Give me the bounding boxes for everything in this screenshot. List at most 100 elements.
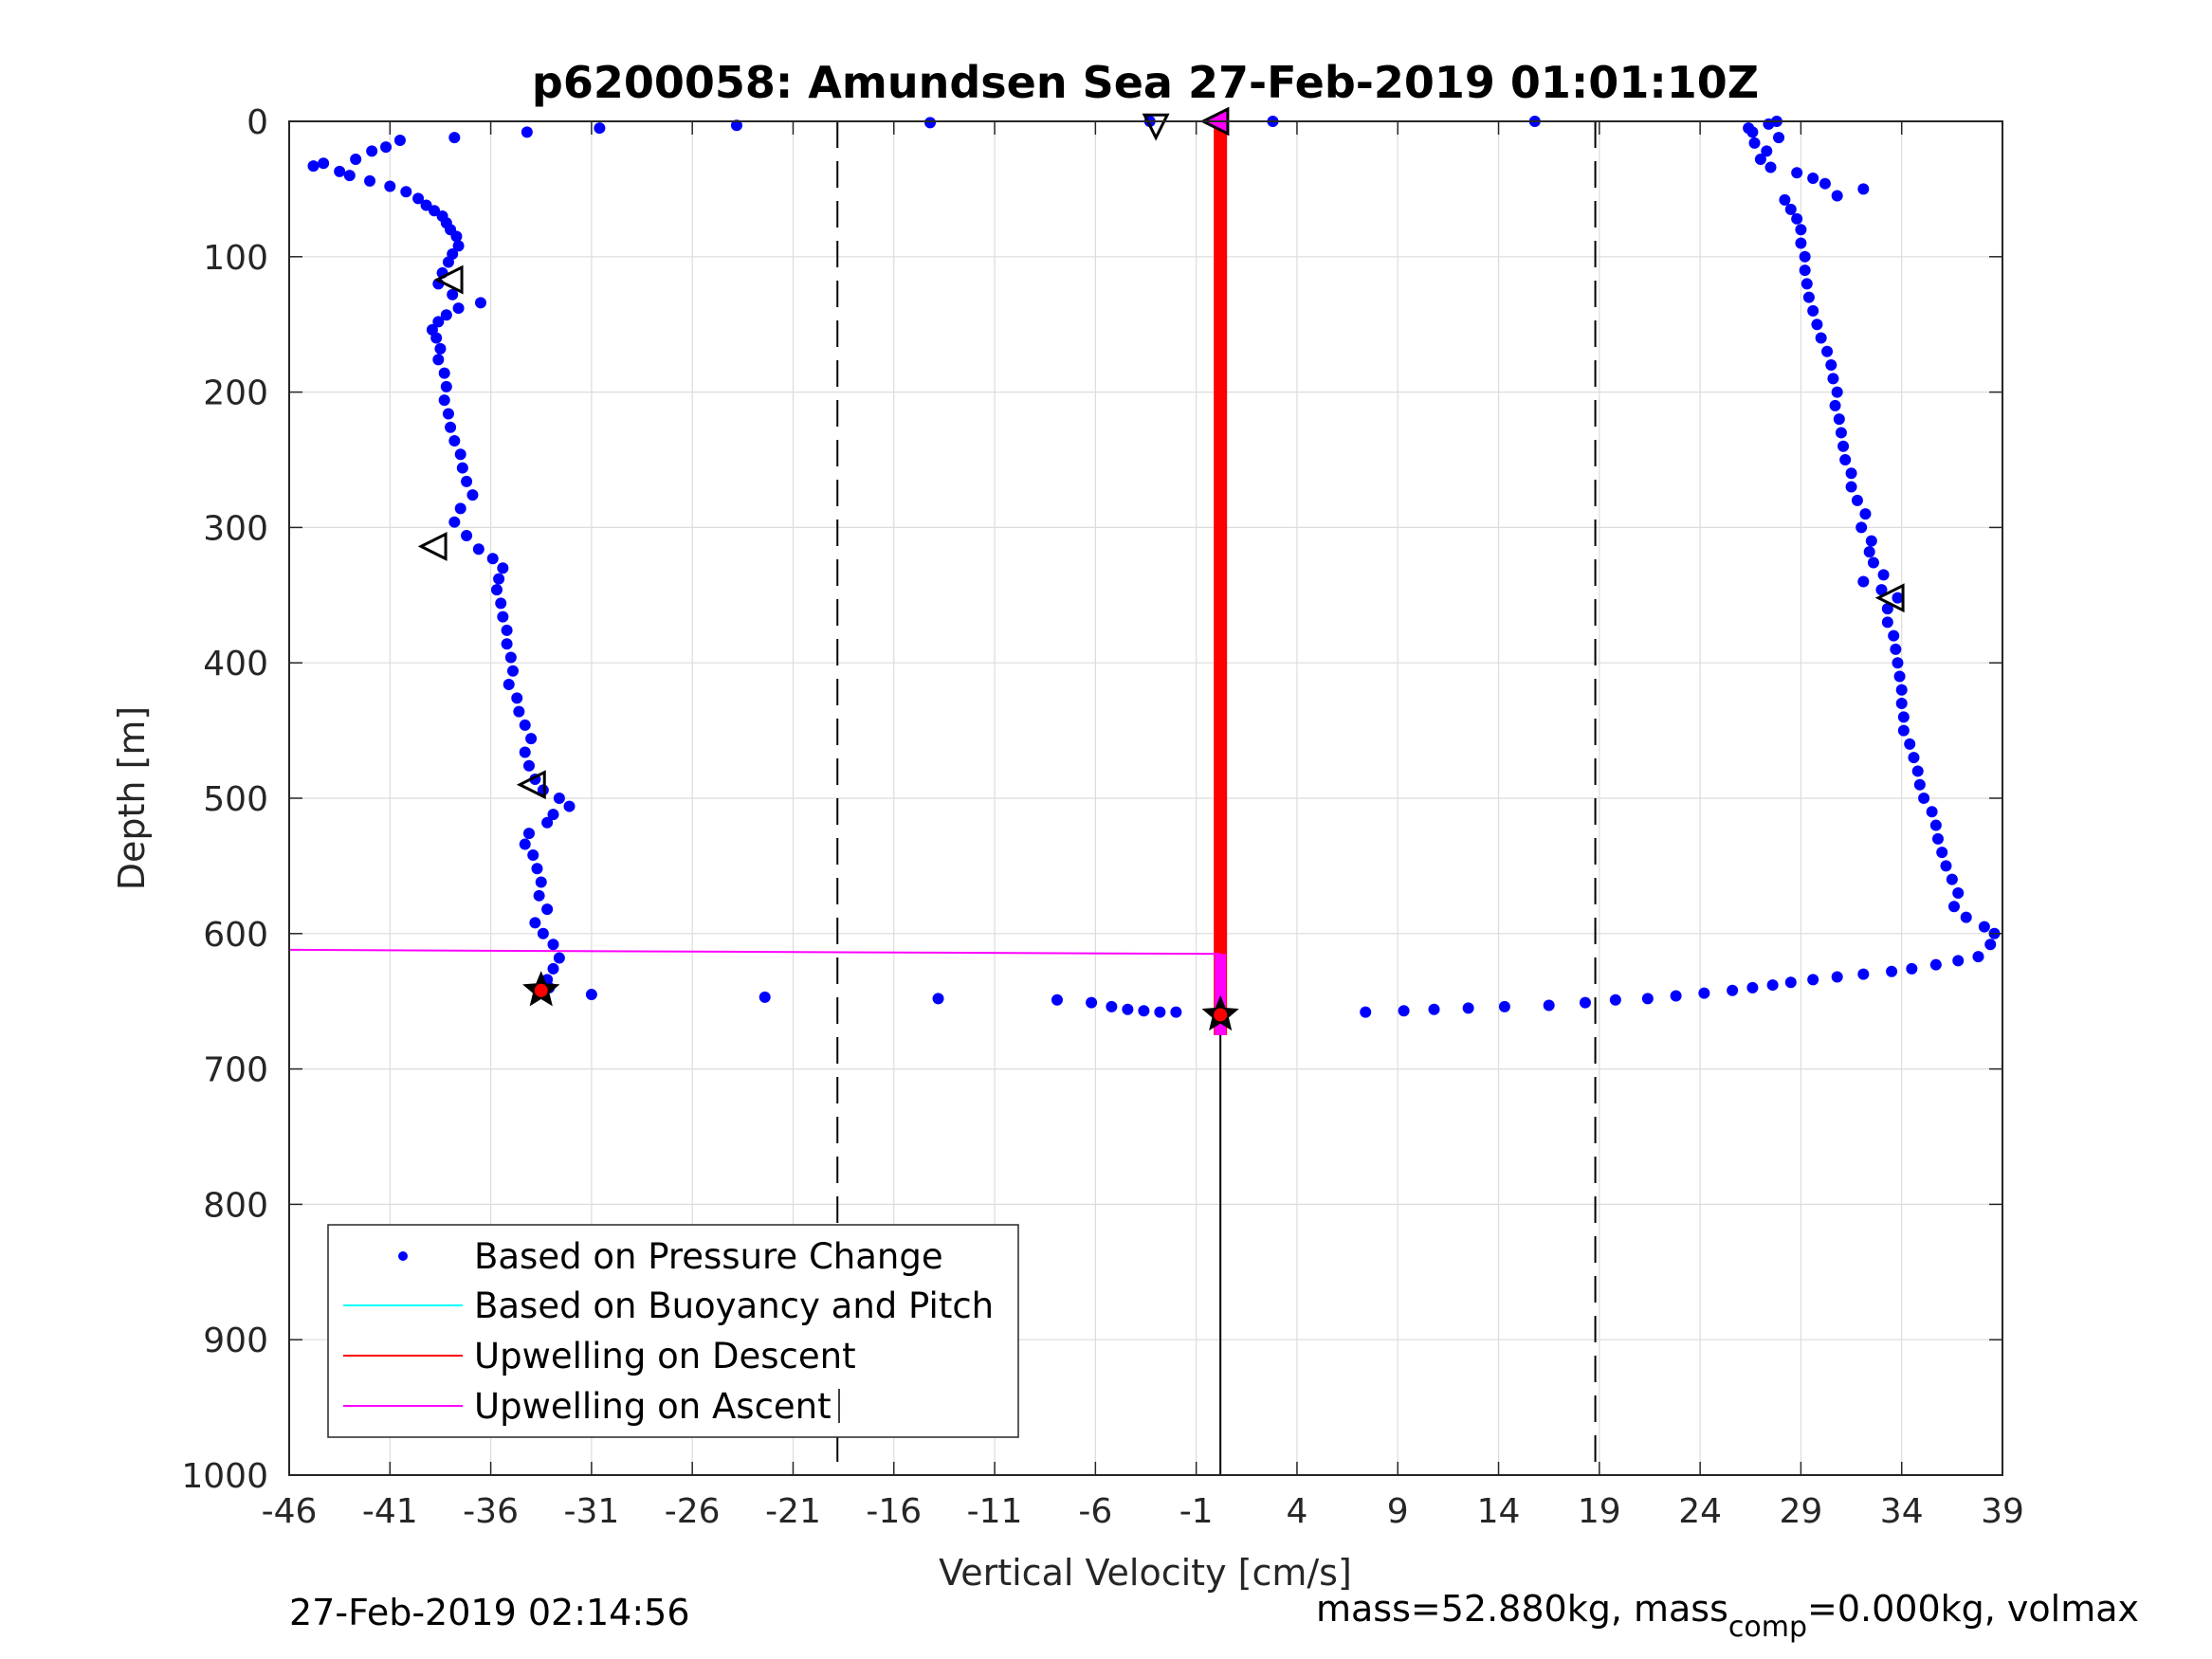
pressure-dot <box>1906 962 1918 975</box>
y-tick-label: 400 <box>203 645 268 684</box>
pressure-dot <box>537 927 549 939</box>
pressure-dot <box>472 543 484 556</box>
x-tick-label: 9 <box>1387 1492 1409 1531</box>
pressure-dot <box>535 876 547 888</box>
pressure-dot <box>519 719 531 731</box>
pressure-dot <box>350 153 362 165</box>
x-tick-label: 19 <box>1578 1492 1621 1531</box>
y-tick-label: 500 <box>203 780 268 819</box>
pressure-dot <box>1743 122 1755 135</box>
pressure-dot <box>525 733 538 745</box>
pressure-dot <box>1811 319 1823 331</box>
pressure-dot <box>553 793 565 804</box>
pressure-dot <box>1929 819 1942 831</box>
pressure-dot <box>400 186 412 198</box>
pressure-dot <box>448 516 461 528</box>
y-tick-label: 200 <box>203 374 268 413</box>
pressure-dot <box>448 132 461 144</box>
pressure-dot <box>1886 965 1898 977</box>
pressure-dot <box>1857 575 1870 588</box>
pressure-dot <box>1498 1000 1510 1012</box>
pressure-dot <box>519 838 531 850</box>
y-tick-label: 800 <box>203 1186 268 1225</box>
legend-box <box>327 1224 1019 1438</box>
pressure-dot <box>527 848 539 861</box>
y-axis-label: Depth [m] <box>111 706 153 891</box>
pressure-dot <box>440 309 452 321</box>
x-tick-label: -36 <box>463 1492 519 1531</box>
pressure-dot <box>1138 1005 1150 1017</box>
pressure-dot <box>1892 657 1904 669</box>
pressure-dot <box>563 800 576 812</box>
x-tick-label: 34 <box>1880 1492 1924 1531</box>
y-tick-label: 0 <box>247 103 268 142</box>
pressure-dot <box>513 705 525 718</box>
x-tick-label: 39 <box>1981 1492 2024 1531</box>
pressure-dot <box>1829 399 1841 411</box>
legend: Based on Pressure Change Based on Buoyan… <box>327 1224 1019 1438</box>
pressure-dot <box>1051 994 1063 1006</box>
pressure-dot <box>1893 670 1906 683</box>
pressure-dot <box>1641 993 1654 1005</box>
pressure-dot <box>547 939 559 951</box>
pressure-dot <box>1831 386 1843 398</box>
triangle-marker <box>516 770 546 800</box>
pressure-dot <box>454 502 466 515</box>
pressure-dot <box>384 180 396 192</box>
pressure-dot <box>1579 996 1591 1009</box>
pressure-dot <box>1807 304 1819 317</box>
pressure-dot <box>438 367 450 379</box>
triangle-marker <box>433 264 464 295</box>
pressure-dot <box>1802 291 1815 303</box>
pressure-dot <box>334 165 346 177</box>
pressure-dot <box>442 256 454 268</box>
pressure-dot <box>440 380 452 392</box>
legend-label-pressure: Based on Pressure Change <box>474 1236 943 1277</box>
pressure-dot <box>1845 481 1857 493</box>
x-tick-label: -11 <box>967 1492 1023 1531</box>
pressure-dot <box>1428 1003 1440 1015</box>
pressure-dot <box>343 170 356 182</box>
pressure-dot <box>759 991 771 1003</box>
x-tick-label: -41 <box>362 1492 418 1531</box>
pressure-dot <box>466 489 479 501</box>
pressure-dot <box>1779 193 1791 206</box>
pressure-dot <box>1859 508 1872 520</box>
pressure-dot <box>1170 1006 1182 1018</box>
pressure-dot <box>1918 793 1930 804</box>
pressure-dot <box>1670 990 1682 1002</box>
legend-label-ascent: Upwelling on Ascent <box>474 1386 832 1427</box>
pressure-dot <box>497 611 509 623</box>
pressure-dot <box>474 297 486 309</box>
pressure-dot <box>1821 345 1834 357</box>
pressure-dot <box>1875 584 1888 596</box>
pressure-dot <box>1360 1006 1372 1018</box>
pressure-dot <box>522 759 535 772</box>
pressure-dot <box>1837 440 1850 452</box>
pressure-dot <box>553 952 565 964</box>
pressure-dot <box>1106 1000 1118 1012</box>
footer-mass-info: mass=52.880kg, masscomp=0.000kg, volmax <box>1316 1588 2139 1644</box>
pressure-dot <box>1609 994 1621 1006</box>
pressure-dot <box>1897 724 1910 737</box>
pressure-dot <box>434 342 447 355</box>
pressure-dot <box>594 122 606 135</box>
x-tick-label: 4 <box>1286 1492 1307 1531</box>
footer-mass-main: mass=52.880kg, mass <box>1316 1588 1728 1630</box>
x-tick-label: -21 <box>765 1492 821 1531</box>
pressure-dot <box>1940 860 1952 872</box>
pressure-dot <box>1827 373 1839 385</box>
pressure-dot <box>521 126 533 138</box>
pressure-dot <box>497 562 509 574</box>
pressure-dot <box>1857 183 1870 195</box>
pressure-dot <box>412 192 425 205</box>
pressure-dot <box>1857 968 1870 980</box>
x-tick-label: -16 <box>866 1492 922 1531</box>
pressure-dot <box>1086 996 1098 1009</box>
star-marker-center <box>534 983 548 997</box>
chart-title: p6200058: Amundsen Sea 27-Feb-2019 01:01… <box>532 57 1759 108</box>
pressure-dot <box>1807 974 1819 986</box>
pressure-dot <box>522 828 535 840</box>
pressure-dot <box>445 421 457 433</box>
pressure-dot <box>1766 979 1779 992</box>
